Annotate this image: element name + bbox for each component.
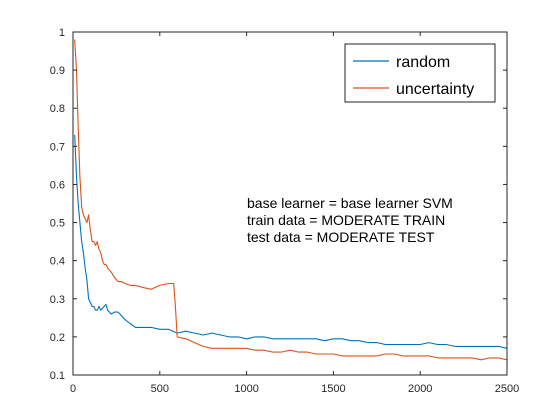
annotation-line-3: test data = MODERATE TEST: [247, 229, 435, 245]
series-line-uncertainty: [74, 39, 508, 361]
axes-frame: [72, 31, 508, 376]
y-tick-label: 0.5: [50, 218, 65, 230]
y-tick-label: 0.3: [50, 294, 65, 306]
y-tick-label: 0.2: [50, 332, 65, 344]
y-tick-label: 0.9: [50, 65, 65, 77]
x-tick-label: 0: [70, 383, 76, 395]
annotation-line-2: train data = MODERATE TRAIN: [247, 212, 445, 228]
annotation-block: base learner = base learner SVM train da…: [247, 195, 453, 245]
legend-box: [344, 43, 496, 103]
x-tick-label: 2000: [408, 383, 432, 395]
y-tick-label: 0.6: [50, 179, 65, 191]
x-tick-label: 500: [151, 383, 169, 395]
y-tick-label: 0.1: [50, 370, 65, 382]
y-tick-label: 0.8: [50, 103, 65, 115]
y-tick-label: 1: [59, 27, 65, 39]
axes-layer: 0 500 1000 1500 2000 2500 0.1 0.2 0.3 0.4 0.5 0.6 0.…: [50, 27, 520, 395]
series-line-random: [74, 134, 508, 349]
legend: random uncertainty: [344, 43, 496, 103]
legend-label-random: random: [396, 54, 450, 71]
x-tick-label: 1000: [234, 383, 258, 395]
y-tick-label: 0.7: [50, 141, 65, 153]
x-tick-label: 2500: [495, 383, 519, 395]
y-tick-label: 0.4: [50, 256, 65, 268]
annotation-line-1: base learner = base learner SVM: [247, 195, 453, 211]
series-layer: [74, 39, 508, 361]
legend-label-uncertainty: uncertainty: [396, 81, 474, 98]
x-tick-label: 1500: [321, 383, 345, 395]
